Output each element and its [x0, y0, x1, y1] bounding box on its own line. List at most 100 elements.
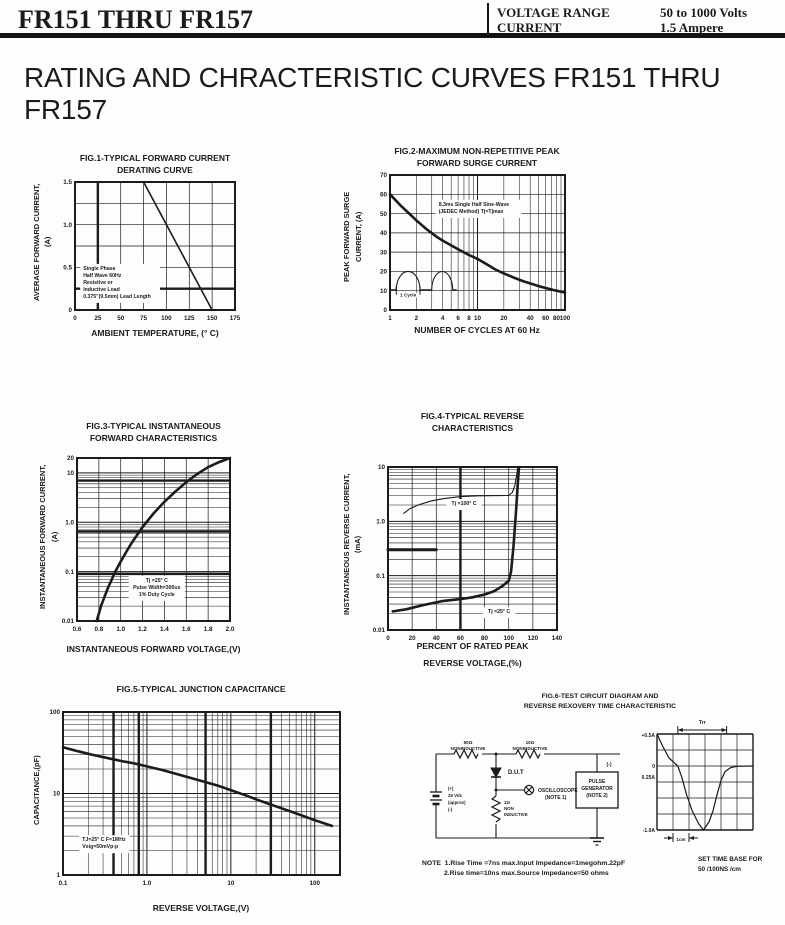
- fig5-title-line1: FIG.5-TYPICAL JUNCTION CAPACITANCE: [116, 684, 286, 694]
- wave-y-label-minus1: -1.0A: [643, 828, 656, 834]
- figure-5: FIG.5-TYPICAL JUNCTION CAPACITANCE CAPAC…: [25, 683, 370, 918]
- tj-25c-curve: [391, 465, 521, 613]
- r3-type-label: INDUCTIVE: [504, 812, 528, 817]
- wave-y-label-zero: 0: [652, 764, 655, 770]
- fig2-title-line1: FIG.2-MAXIMUM NON-REPETITIVE PEAK: [394, 146, 560, 156]
- y-tick-label: 1.0: [63, 222, 72, 229]
- wire: [453, 748, 479, 760]
- figure-3: FIG.3-TYPICAL INSTANTANEOUS FORWARD CHAR…: [30, 418, 320, 663]
- part-range-title: FR151 THRU FR157: [18, 5, 253, 34]
- trr-arrowheads: [677, 728, 727, 732]
- forward-vi-curve: [95, 456, 232, 623]
- x-tick-label: 120: [528, 635, 539, 642]
- r3-value-label: 1Ω: [504, 800, 510, 805]
- fig5-chart: 0.1 1.0 10 100 1 10 100 TJ=25° C F=1MHzVsig=50m…: [49, 709, 341, 887]
- pulse-generator-label: PULSE: [589, 779, 606, 785]
- y-tick-label: 0.01: [62, 618, 75, 625]
- x-tick-label: 10: [227, 880, 235, 887]
- wire: [515, 748, 541, 760]
- wave-y-label-plus05: +0.5A: [642, 733, 656, 739]
- fig6-title-line1: FIG.6-TEST CIRCUIT DIAGRAM AND: [541, 693, 659, 700]
- fig4-title-line2: CHARACTERISTICS: [431, 423, 514, 433]
- annotation-text: (JEDEC Method) Tj=Tjmax: [439, 209, 504, 215]
- oscilloscope-probe-icon: [523, 784, 535, 796]
- figure-1: FIG.1-TYPICAL FORWARD CURRENT DERATING C…: [30, 150, 320, 350]
- fig2-x-axis-label: NUMBER OF CYCLES AT 60 Hz: [414, 325, 540, 335]
- fig4-x-axis-label-line2: REVERSE VOLTAGE,(%): [423, 658, 522, 668]
- annotation-box: [435, 199, 522, 218]
- r1-value-label: 50Ω: [464, 740, 473, 745]
- x-tick-label: 8: [467, 315, 471, 322]
- x-tick-label: 6: [456, 315, 460, 322]
- annotation-box: [80, 263, 160, 303]
- x-tick-label: 0: [73, 315, 77, 322]
- annotation-text: Tj =100° C: [452, 501, 477, 507]
- y-tick-label: 1.0: [376, 519, 385, 526]
- cycle-sketch: [390, 270, 457, 291]
- x-tick-label: 0.1: [59, 880, 68, 887]
- annotation-text: Resistive or: [83, 280, 112, 286]
- x-tick-label: 2.0: [226, 626, 235, 633]
- y-tick-label: 10: [380, 288, 388, 295]
- dut-diode-icon: [490, 767, 502, 779]
- x-tick-label: 20: [409, 635, 417, 642]
- x-tick-label: 25: [94, 315, 102, 322]
- x-tick-label: 40: [433, 635, 441, 642]
- annotation-text: Inductive Load: [83, 287, 120, 293]
- annotation-text: Tj =25° C: [146, 578, 168, 584]
- x-tick-label: 125: [184, 315, 195, 322]
- annotation-box: [446, 499, 482, 510]
- y-tick-label: 70: [380, 172, 388, 179]
- x-tick-label: 100: [309, 880, 320, 887]
- voltage-range-value: 50 to 1000 Volts: [660, 5, 748, 20]
- pulse-generator-label: GENERATOR: [581, 786, 613, 792]
- battery-plus-label: (+): [448, 786, 454, 791]
- fig3-title-line1: FIG.3-TYPICAL INSTANTANEOUS: [86, 421, 221, 431]
- x-tick-label: 100: [560, 315, 571, 322]
- x-tick-label: 1.4: [160, 626, 169, 633]
- x-tick-label: 1.0: [143, 880, 152, 887]
- y-tick-label: 10: [67, 470, 75, 477]
- x-tick-label: 80: [553, 315, 561, 322]
- cm-label: 1cm: [676, 837, 685, 842]
- fig3-title: FIG.3-TYPICAL INSTANTANEOUS FORWARD CHAR…: [30, 420, 277, 444]
- oscilloscope-label: (NOTE 1): [545, 795, 567, 801]
- fig4-chart: 0 20 40 60 80 100 120 140 10 1.0 0.1 0.01 Tj =100° C…: [373, 464, 563, 642]
- y-tick-label: 10: [53, 791, 61, 798]
- y-tick-label: 1.0: [65, 519, 74, 526]
- plot-border: [76, 457, 231, 622]
- fig1-title-line2: DERATING CURVE: [117, 165, 193, 175]
- x-tick-label: 20: [500, 315, 508, 322]
- fig4-x-axis-label-line1: PERCENT OF RATED PEAK: [416, 641, 529, 651]
- y-tick-label: 10: [378, 464, 386, 471]
- x-tick-label: 75: [140, 315, 148, 322]
- pulse-generator-label: (NOTE 2): [586, 793, 608, 799]
- fig6-note-line2: 2.Rise time=10ns max.Source Impedance=50…: [444, 870, 609, 877]
- trr-label: Trr: [699, 720, 706, 726]
- y-tick-label: 0.01: [373, 627, 386, 634]
- plot-border: [62, 711, 341, 876]
- y-tick-label: 50: [380, 211, 388, 218]
- annotation-text: TJ=25° C F=1MHz: [82, 837, 126, 843]
- fig4-y-axis-label: INSTANTANEOUS REVERSE CURRENT,: [342, 473, 351, 615]
- current-label: CURRENT: [497, 20, 562, 35]
- fig6-title-line2: REVERSE REXOVERY TIME CHARACTERISTIC: [523, 702, 677, 710]
- figure-2: FIG.2-MAXIMUM NON-REPETITIVE PEAK FORWAR…: [335, 143, 635, 353]
- y-tick-label: 30: [380, 249, 388, 256]
- figure-4: FIG.4-TYPICAL REVERSE CHARACTERISTICS IN…: [335, 408, 635, 673]
- fig1-x-axis-label: AMBIENT TEMPERATURE, (° C): [91, 328, 219, 338]
- y-tick-label: 20: [67, 455, 75, 462]
- fig6-timebase-caption-line1: SET TIME BASE FOR: [698, 856, 763, 863]
- y-tick-label: 1: [56, 872, 60, 879]
- fig1-chart: 0 25 50 75 100 125 150 175 0 0.5 1.0 1.5 Single Phas…: [63, 179, 241, 322]
- fig3-x-axis-label: INSTANTANEOUS FORWARD VOLTAGE,(V): [66, 644, 241, 654]
- fig1-title-line1: FIG.1-TYPICAL FORWARD CURRENT: [79, 153, 231, 163]
- annotation-text: Single Phase: [83, 266, 115, 272]
- fig4-title: FIG.4-TYPICAL REVERSE CHARACTERISTICS: [335, 410, 610, 434]
- fig3-chart: 0.6 0.8 1.0 1.2 1.4 1.6 1.8 2.0 20 10 1.0 0.1 0.01 Tj…: [62, 455, 235, 633]
- annotation-box: [482, 607, 516, 619]
- x-tick-label: 1: [388, 315, 392, 322]
- r1-type-label: NONINDUCTIVE: [451, 746, 486, 751]
